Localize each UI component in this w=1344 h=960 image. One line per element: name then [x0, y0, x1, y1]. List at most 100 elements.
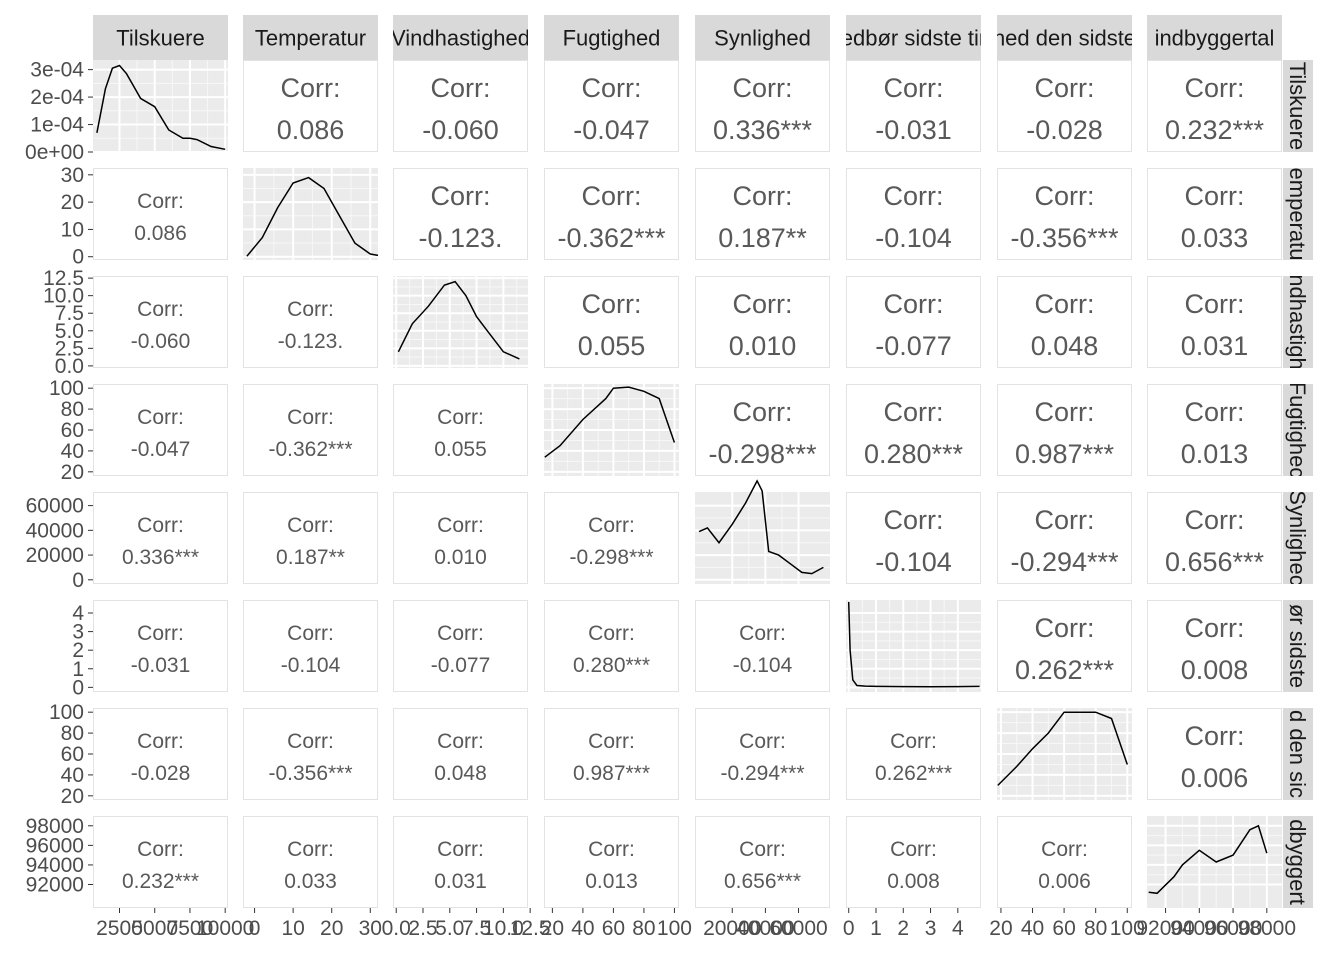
corr-group: Corr: 0.031	[1181, 289, 1249, 361]
corr-panel	[846, 384, 981, 476]
y-tick-label: 40	[61, 764, 84, 787]
corr-label: Corr:	[437, 730, 484, 753]
right-strip	[1283, 816, 1313, 908]
corr-panel	[1147, 384, 1282, 476]
corr-label: Corr:	[884, 505, 944, 535]
corr-group: Corr: -0.031	[131, 622, 191, 677]
corr-value: -0.104	[281, 654, 341, 677]
corr-value: -0.060	[131, 330, 191, 353]
y-tick-label: 60	[61, 419, 84, 442]
right-strip	[1283, 276, 1313, 368]
x-tick-label: 60	[602, 917, 625, 940]
y-tick-label: 1	[72, 658, 84, 681]
corr-value: 0.280***	[573, 654, 650, 677]
y-tick-label: 12.5	[43, 267, 84, 290]
corr-value: -0.298***	[708, 439, 817, 469]
corr-label: Corr:	[1035, 613, 1095, 643]
y-tick-label: 0	[72, 676, 84, 699]
corr-value: -0.104	[733, 654, 793, 677]
corr-panel	[997, 816, 1132, 908]
corr-value: -0.294***	[1010, 547, 1119, 577]
corr-panel	[544, 276, 679, 368]
corr-group: Corr: 0.187**	[718, 181, 807, 253]
corr-value: -0.077	[431, 654, 491, 677]
corr-panel	[997, 168, 1132, 260]
corr-group: Corr: 0.987***	[573, 730, 650, 785]
corr-group: Corr: 0.232***	[122, 838, 199, 893]
corr-panel	[695, 60, 830, 152]
x-tick-label: 20	[320, 917, 343, 940]
density-panel	[243, 168, 378, 260]
density-panel	[93, 60, 228, 152]
density-curve	[246, 176, 379, 257]
x-tick-label: 5.0	[435, 917, 464, 940]
corr-label: Corr:	[437, 838, 484, 861]
y-tick-label: 0.0	[55, 355, 84, 378]
right-strip-label: emperatu	[1285, 168, 1310, 261]
corr-value: -0.362***	[557, 223, 666, 253]
corr-panel	[997, 276, 1132, 368]
corr-panel	[997, 384, 1132, 476]
x-tick-label: 5000	[131, 917, 178, 940]
corr-panel	[243, 492, 378, 584]
top-strip	[695, 15, 830, 60]
y-tick-label: 7.5	[55, 302, 84, 325]
corr-label: Corr:	[287, 730, 334, 753]
corr-group: Corr: -0.104	[875, 181, 952, 253]
corr-group: Corr: -0.047	[131, 406, 191, 461]
top-strip-label: hed den sidste	[993, 26, 1136, 51]
corr-label: Corr:	[884, 289, 944, 319]
corr-value: 0.006	[1038, 870, 1091, 893]
corr-label: Corr:	[733, 181, 793, 211]
corr-panel	[393, 600, 528, 692]
y-tick-label: 0	[72, 569, 84, 592]
corr-label: Corr:	[739, 838, 786, 861]
corr-panel	[544, 816, 679, 908]
corr-panel	[544, 492, 679, 584]
corr-panel	[393, 60, 528, 152]
corr-group: Corr: -0.294***	[720, 730, 804, 785]
corr-value: 0.232***	[1165, 115, 1265, 145]
corr-value: -0.028	[131, 762, 191, 785]
x-tick-label: 40000	[736, 917, 794, 940]
y-tick-label: 2	[72, 639, 84, 662]
corr-value: 0.336***	[122, 546, 199, 569]
corr-group: Corr: 0.232***	[1165, 73, 1265, 145]
corr-panel	[846, 168, 981, 260]
corr-group: Corr: 0.048	[434, 730, 487, 785]
corr-value: 0.010	[729, 331, 797, 361]
corr-group: Corr: -0.123.	[278, 298, 343, 353]
y-tick-label: 4	[72, 602, 84, 625]
corr-group: Corr: -0.060	[131, 298, 191, 353]
corr-group: Corr: -0.047	[573, 73, 650, 145]
corr-panel	[997, 492, 1132, 584]
corr-label: Corr:	[890, 838, 937, 861]
x-tick-label: 30	[359, 917, 382, 940]
corr-value: 0.280***	[864, 439, 964, 469]
x-tick-label: 94000	[1170, 917, 1228, 940]
corr-group: Corr: -0.356***	[1010, 181, 1119, 253]
x-tick-label: 3	[925, 917, 937, 940]
corr-panel	[695, 168, 830, 260]
x-tick-label: 80	[1084, 917, 1107, 940]
corr-panel	[393, 492, 528, 584]
top-strip	[846, 15, 981, 60]
right-strip	[1283, 600, 1313, 692]
right-strip	[1283, 708, 1313, 800]
x-tick-label: 96000	[1204, 917, 1262, 940]
corr-value: 0.008	[1181, 655, 1249, 685]
corr-group: Corr: 0.055	[434, 406, 487, 461]
right-strip	[1283, 492, 1313, 584]
corr-panel	[846, 276, 981, 368]
corr-value: 0.086	[134, 222, 187, 245]
corr-label: Corr:	[884, 181, 944, 211]
corr-group: Corr: 0.013	[585, 838, 638, 893]
corr-label: Corr:	[437, 622, 484, 645]
top-strip-label: Fugtighed	[563, 26, 661, 51]
corr-label: Corr:	[582, 289, 642, 319]
x-tick-label: 80	[632, 917, 655, 940]
y-tick-label: 3	[72, 621, 84, 644]
corr-value: -0.047	[131, 438, 191, 461]
corr-group: Corr: 0.006	[1181, 721, 1249, 793]
